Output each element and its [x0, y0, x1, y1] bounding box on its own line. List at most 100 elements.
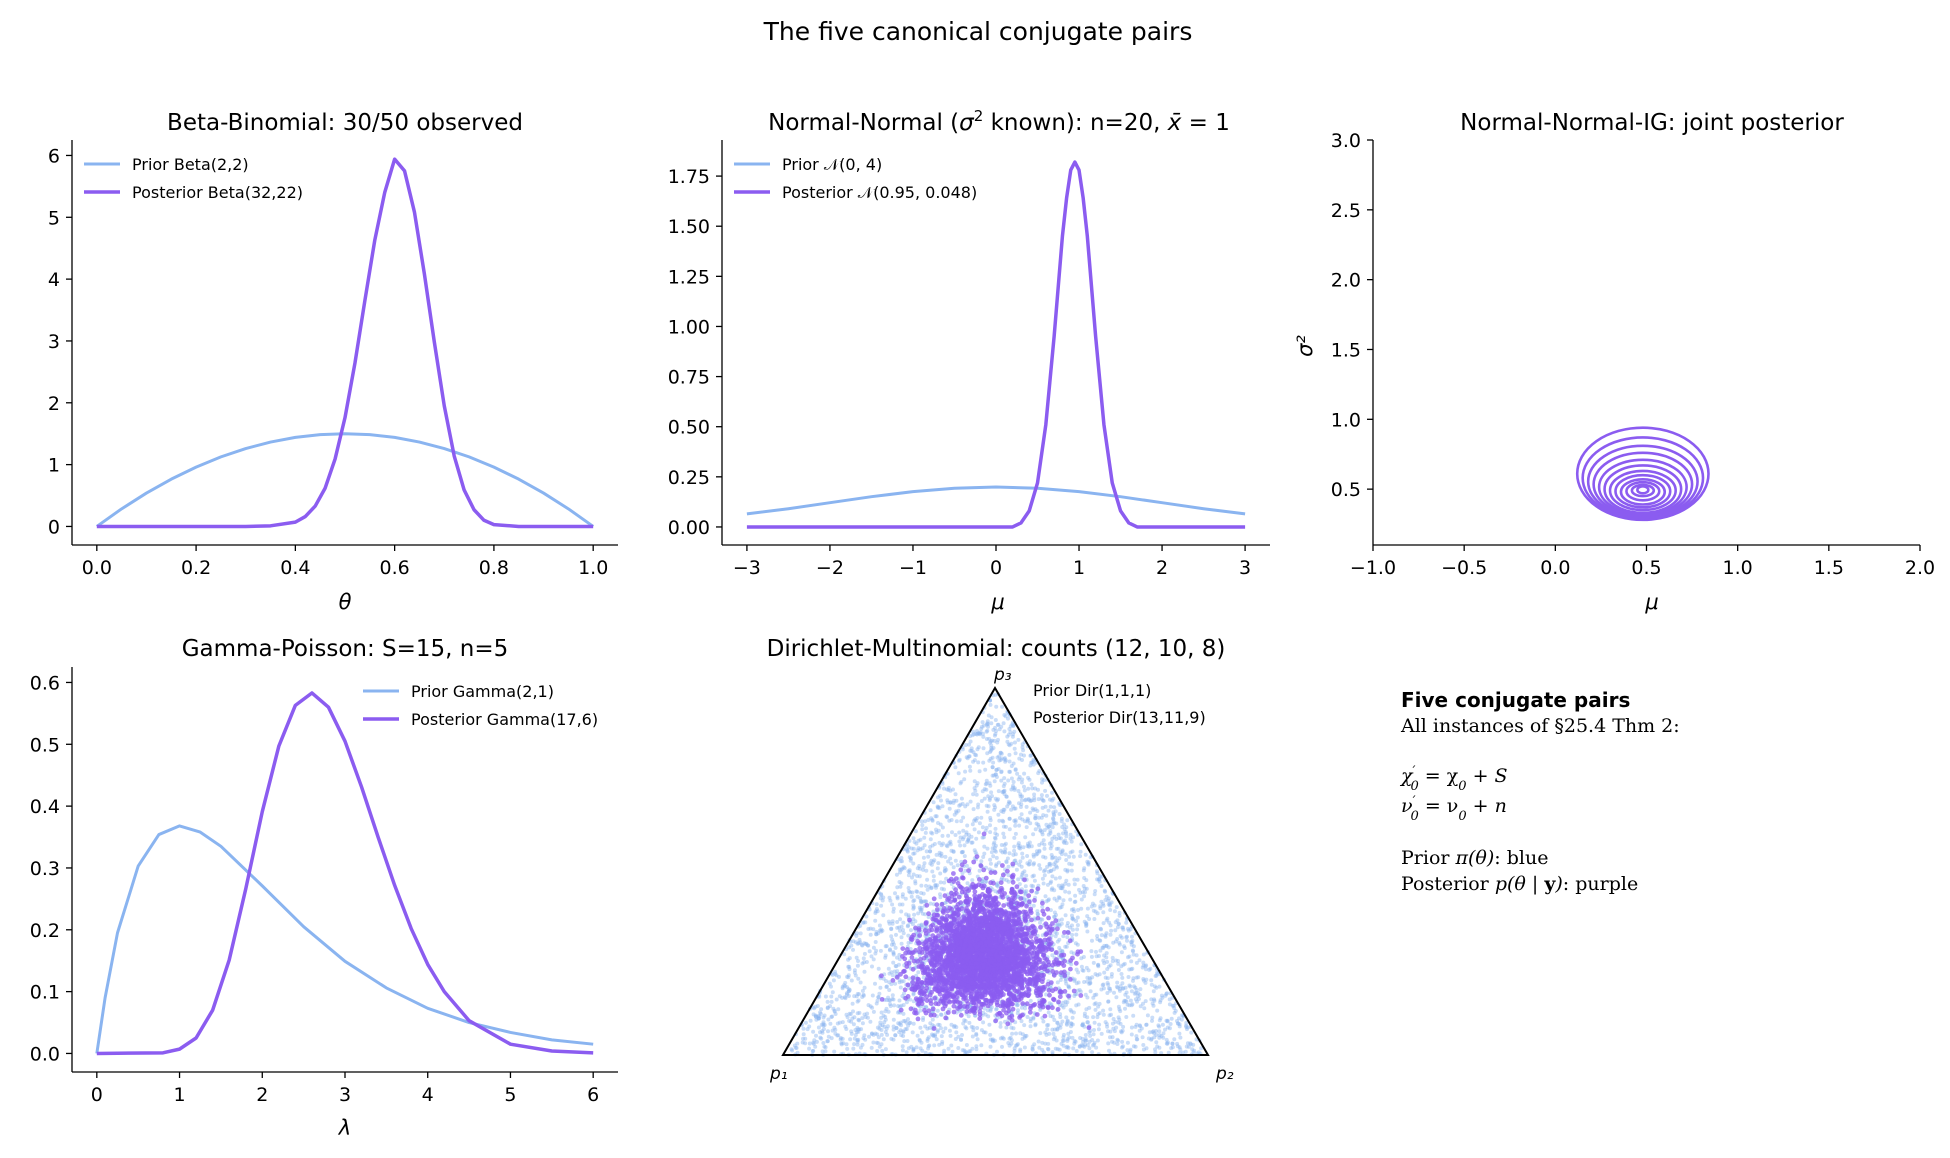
dirichlet-prior-sample-point: [983, 782, 988, 787]
dirichlet-prior-sample-point: [1156, 1023, 1161, 1028]
dirichlet-prior-sample-point: [1089, 954, 1094, 959]
dirichlet-prior-sample-point: [1095, 934, 1100, 938]
dirichlet-prior-sample-point: [1188, 1041, 1193, 1046]
dirichlet-prior-sample-point: [1068, 1008, 1073, 1012]
dirichlet-prior-sample-point: [961, 1021, 966, 1026]
dirichlet-prior-sample-point: [1015, 771, 1020, 776]
dirichlet-prior-sample-point: [843, 984, 847, 989]
dirichlet-prior-sample-point: [985, 809, 990, 814]
dirichlet-prior-sample-point: [1063, 889, 1068, 894]
dirichlet-prior-sample-point: [1052, 805, 1057, 810]
dirichlet-prior-sample-point: [898, 859, 903, 864]
dirichlet-prior-sample-point: [1022, 771, 1027, 776]
dirichlet-prior-sample-point: [1059, 819, 1064, 824]
dirichlet-prior-sample-point: [1090, 901, 1095, 906]
dirichlet-prior-sample-point: [1180, 1050, 1185, 1055]
dirichlet-prior-sample-point: [1012, 844, 1017, 849]
dirichlet-prior-sample-point: [1098, 874, 1103, 879]
dirichlet-prior-sample-point: [1103, 975, 1108, 980]
dirichlet-posterior-sample-point: [1054, 957, 1059, 962]
dirichlet-prior-sample-point: [1114, 984, 1119, 989]
dirichlet-prior-sample-point: [1074, 919, 1079, 923]
dirichlet-prior-sample-point: [932, 842, 937, 846]
dirichlet-prior-sample-point: [920, 823, 925, 828]
beta-series-posterior-line: [96, 157, 594, 529]
dirichlet-prior-sample-point: [1102, 961, 1107, 966]
dirichlet-prior-sample-point: [1132, 984, 1137, 989]
dirichlet-prior-sample-point: [936, 828, 941, 833]
dirichlet-prior-sample-point: [1057, 802, 1062, 807]
dirichlet-prior-sample-point: [1009, 776, 1014, 781]
dirichlet-prior-sample-point: [1081, 884, 1086, 888]
dirichlet-prior-sample-point: [915, 848, 920, 853]
dirichlet-prior-sample-point: [1036, 815, 1041, 820]
dirichlet-prior-sample-point: [879, 929, 884, 934]
dirichlet-prior-sample-point: [906, 940, 911, 945]
dirichlet-prior-sample-point: [1141, 1047, 1146, 1052]
dirichlet-prior-sample-point: [1134, 987, 1139, 992]
dirichlet-prior-sample-point: [1071, 854, 1076, 859]
dirichlet-prior-sample-point: [1127, 1003, 1132, 1008]
dirichlet-prior-sample-point: [963, 804, 968, 809]
dirichlet-prior-sample-point: [1054, 846, 1059, 851]
dirichlet-prior-sample-point: [841, 1041, 846, 1046]
dirichlet-prior-sample-point: [1061, 1035, 1066, 1040]
dirichlet-prior-sample-point: [1129, 1003, 1134, 1008]
dirichlet-prior-sample-point: [1071, 951, 1076, 956]
dirichlet-prior-sample-point: [870, 1005, 875, 1010]
dirichlet-prior-sample-point: [1003, 850, 1008, 855]
dirichlet-posterior-sample-point: [903, 974, 909, 980]
dirichlet-prior-sample-point: [1001, 831, 1006, 836]
dirichlet-prior-sample-point: [936, 1022, 941, 1027]
dirichlet-prior-sample-point: [998, 1024, 1003, 1029]
dirichlet-prior-sample-point: [1008, 1035, 1013, 1040]
dirichlet-prior-sample-point: [919, 819, 924, 824]
dirichlet-prior-sample-point: [1130, 1002, 1135, 1007]
dirichlet-prior-sample-point: [1082, 980, 1087, 984]
dirichlet-prior-sample-point: [899, 924, 904, 929]
dirichlet-prior-sample-point: [1084, 922, 1089, 927]
dirichlet-prior-sample-point: [834, 997, 839, 1002]
dirichlet-prior-sample-point: [1032, 878, 1037, 883]
dirichlet-prior-sample-point: [1022, 1023, 1027, 1028]
dirichlet-prior-sample-point: [1064, 1002, 1068, 1007]
dirichlet-prior-sample-point: [1065, 1037, 1070, 1042]
dirichlet-prior-sample-point: [846, 957, 851, 962]
dirichlet-prior-sample-point: [813, 1004, 818, 1009]
dirichlet-prior-sample-point: [1079, 956, 1084, 961]
dirichlet-prior-sample-point: [860, 1021, 865, 1026]
dirichlet-prior-sample-point: [1085, 914, 1090, 919]
dirichlet-prior-sample-point: [909, 856, 913, 861]
dirichlet-prior-sample-point: [1002, 843, 1007, 848]
dirichlet-prior-sample-point: [1131, 1013, 1136, 1018]
dirichlet-prior-sample-point: [1106, 945, 1111, 950]
dirichlet-prior-sample-point: [1175, 1041, 1180, 1046]
dirichlet-prior-sample-point: [1055, 865, 1059, 870]
dirichlet-prior-sample-point: [1090, 1050, 1095, 1055]
dirichlet-prior-sample-point: [953, 792, 958, 797]
dirichlet-prior-sample-point: [1130, 934, 1134, 939]
dirichlet-prior-sample-point: [1106, 896, 1111, 901]
dirichlet-prior-sample-point: [1072, 909, 1077, 914]
dirichlet-prior-sample-point: [1009, 807, 1014, 812]
dirichlet-prior-sample-point: [973, 752, 978, 757]
dirichlet-prior-sample-point: [855, 1011, 860, 1016]
dirichlet-posterior-sample-point: [1040, 1004, 1046, 1010]
dirichlet-prior-sample-point: [901, 931, 906, 936]
dirichlet-prior-sample-point: [1036, 822, 1041, 827]
dirichlet-prior-sample-point: [1121, 986, 1126, 991]
dirichlet-prior-sample-point: [876, 995, 881, 1000]
dirichlet-prior-sample-point: [835, 1021, 840, 1026]
dirichlet-prior-sample-point: [931, 909, 936, 914]
dirichlet-prior-sample-point: [906, 923, 911, 928]
dirichlet-prior-sample-point: [1003, 847, 1008, 852]
dirichlet-prior-sample-point: [1017, 845, 1022, 850]
dirichlet-prior-sample-point: [966, 838, 971, 843]
dirichlet-prior-sample-point: [1020, 758, 1024, 762]
dirichlet-prior-sample-point: [1085, 1020, 1090, 1025]
dirichlet-prior-sample-point: [1044, 1032, 1049, 1037]
dirichlet-prior-sample-point: [1167, 1002, 1172, 1007]
dirichlet-prior-sample-point: [813, 1044, 818, 1049]
dirichlet-prior-sample-point: [855, 992, 860, 996]
dirichlet-prior-sample-point: [926, 915, 931, 919]
